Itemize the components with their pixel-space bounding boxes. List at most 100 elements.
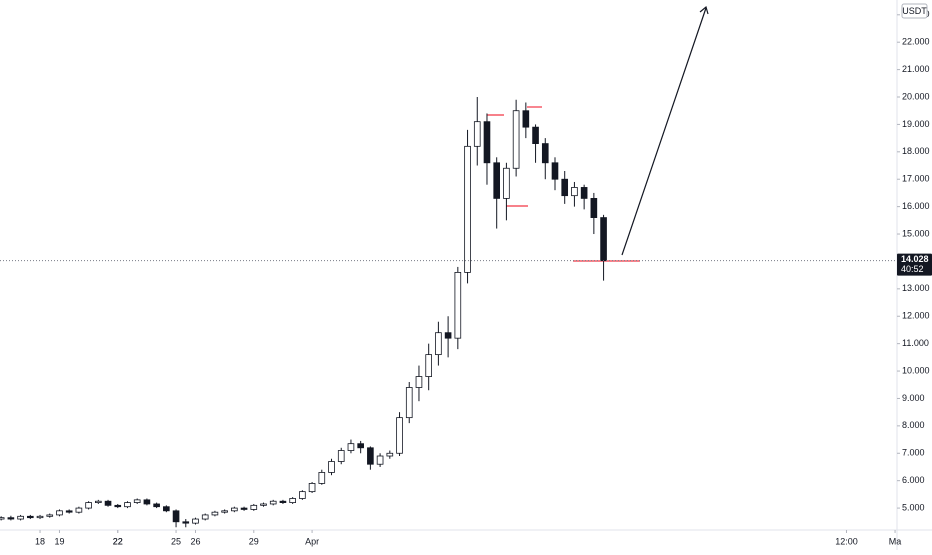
x-tick-label: 18 <box>35 536 45 546</box>
currency-label: USDT <box>902 6 927 16</box>
y-tick-label: 10.000 <box>902 365 930 375</box>
y-tick-label: 15.000 <box>902 228 930 238</box>
x-tick-label: Ma <box>889 536 902 546</box>
candle-body <box>46 514 54 517</box>
y-tick-label: 12.000 <box>902 311 930 321</box>
candle-body <box>473 121 481 147</box>
candle-body <box>260 503 267 506</box>
x-tick-label: 22 <box>113 536 123 546</box>
y-tick-label: 16.000 <box>902 201 930 211</box>
candle-body <box>386 452 394 457</box>
y-tick-label: 22.000 <box>902 37 930 47</box>
candle-body <box>211 511 219 516</box>
candle-body <box>124 502 131 508</box>
candle-body <box>483 121 491 164</box>
x-tick-label: 26 <box>190 536 200 546</box>
y-tick-label: 21.000 <box>902 64 930 74</box>
candle-body <box>503 167 510 199</box>
candle-body <box>221 510 228 513</box>
y-tick-label: 11.000 <box>902 338 929 348</box>
candle-body <box>580 187 588 199</box>
candle-body <box>289 498 296 503</box>
arrow-head <box>699 5 709 15</box>
y-tick-label: 8.000 <box>902 420 925 430</box>
y-tick-label: 19.000 <box>902 119 930 129</box>
candle-body <box>172 510 180 523</box>
y-tick-label: 5.000 <box>902 502 925 512</box>
candle-body <box>541 143 549 164</box>
candle-body <box>299 491 306 499</box>
candle-body <box>104 500 112 506</box>
candle-body <box>464 145 471 273</box>
candle-body <box>415 376 423 388</box>
candle-body <box>85 502 92 509</box>
trend-arrow <box>621 7 707 256</box>
x-tick-label: 22 <box>113 536 123 546</box>
candle-body <box>328 461 335 473</box>
candle-body <box>0 517 5 520</box>
candle-body <box>231 507 238 512</box>
candle-body <box>240 507 248 510</box>
candle-body <box>425 354 432 377</box>
candle-body <box>493 162 501 199</box>
candle-body <box>65 510 73 513</box>
candle-body <box>279 500 287 503</box>
candle-body <box>444 332 452 339</box>
candle-body <box>532 126 539 144</box>
countdown-label: 40:52 <box>901 264 924 274</box>
candle-body <box>347 443 355 451</box>
candle-body <box>396 417 403 454</box>
candles <box>0 97 607 528</box>
candle-body <box>357 443 364 449</box>
y-tick-label: 9.000 <box>902 393 925 403</box>
candle-body <box>600 217 607 262</box>
candle-body <box>201 514 209 520</box>
candle-body <box>269 500 277 505</box>
candle-body <box>318 472 326 484</box>
x-tick-label: 19 <box>54 536 64 546</box>
candle-body <box>551 162 559 180</box>
candle-body <box>435 332 442 356</box>
candle-body <box>571 187 578 197</box>
candle-body <box>308 483 316 493</box>
x-tick-label: 12:00 <box>835 536 858 546</box>
y-tick-label: 7.000 <box>902 448 925 458</box>
candle-body <box>56 510 63 516</box>
candle-body <box>522 110 530 128</box>
last-price-label: 14.028 <box>901 254 929 264</box>
candle-body <box>512 110 520 169</box>
candle-body <box>143 499 151 505</box>
y-tick-label: 20.000 <box>902 91 930 101</box>
candle-body <box>75 507 83 513</box>
candle-body <box>36 515 44 519</box>
x-tick-label: 25 <box>171 536 181 546</box>
candle-body <box>153 503 160 508</box>
candle-body <box>454 271 462 339</box>
x-tick-label: Apr <box>305 536 319 546</box>
y-tick-label: 6.000 <box>902 475 925 485</box>
candle-body <box>133 499 141 503</box>
candle-body <box>26 515 34 519</box>
last-price-badge <box>897 253 932 276</box>
y-tick-label: 13.000 <box>902 283 930 293</box>
candle-body <box>17 515 24 520</box>
candle-body <box>114 504 122 508</box>
candle-body <box>192 518 199 524</box>
currency-badge[interactable] <box>901 3 928 19</box>
candle-body <box>367 447 374 465</box>
candle-body <box>250 504 258 510</box>
x-tick-label: 29 <box>249 536 259 546</box>
candle-body <box>376 455 384 465</box>
candle-body <box>95 500 102 503</box>
candle-body <box>182 521 190 524</box>
candle-body <box>163 506 170 512</box>
candle-body <box>405 387 413 419</box>
candle-body <box>590 198 598 218</box>
candle-body <box>7 517 15 520</box>
candle-body <box>561 178 569 197</box>
candle-body <box>337 450 345 462</box>
y-tick-label: 17.000 <box>902 174 930 184</box>
y-tick-label: 18.000 <box>902 146 930 156</box>
